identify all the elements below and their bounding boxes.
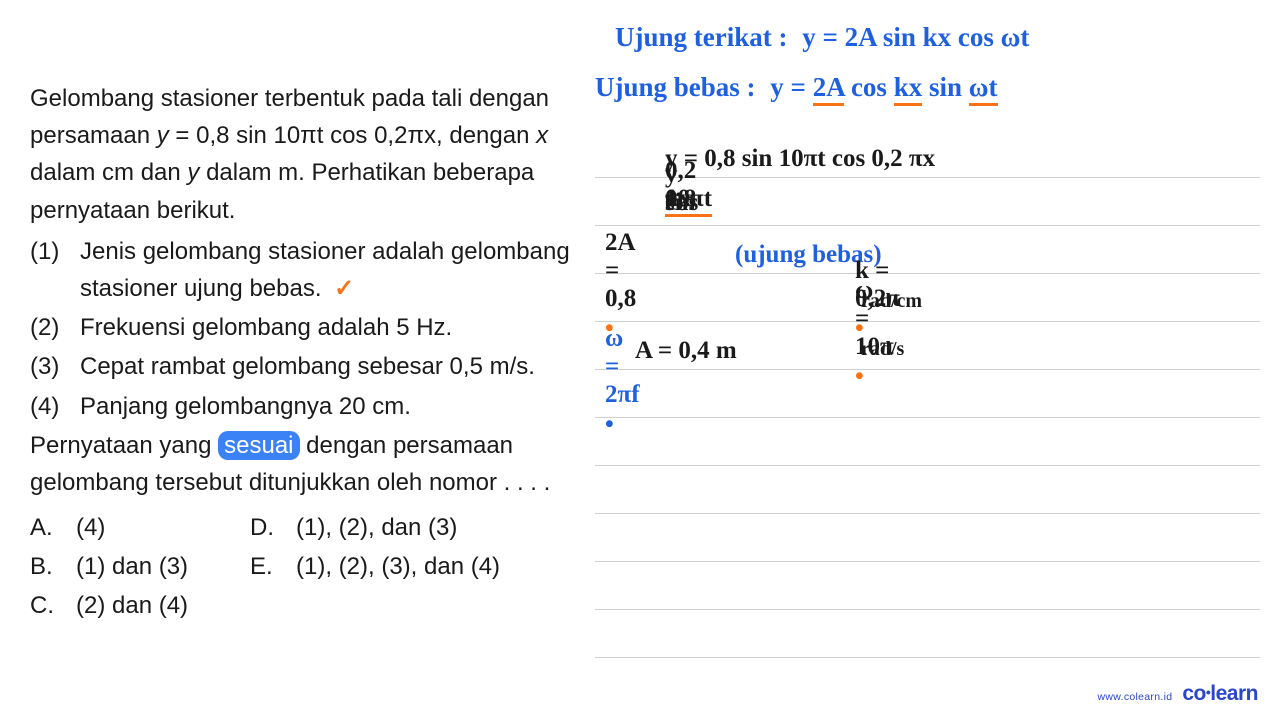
eq-given: y = 0,8 sin 10πt cos 0,2 πx [665, 145, 935, 173]
option-d: D.(1), (2), dan (3) [250, 509, 585, 546]
statement-num: (1) [30, 233, 80, 270]
work-line [595, 562, 1260, 610]
eq-rhs: = 0,8 sin 10πt cos 0,2πx [169, 122, 436, 149]
work-line: •ω = 2πf [595, 370, 1260, 418]
dot-icon: • [1206, 684, 1210, 700]
option-a: A.(4) [30, 509, 250, 546]
worked-solution: Ujung terikat : y = 2A sin kx cos ωt Uju… [595, 0, 1280, 720]
ruled-area: y = 0,8 sin 10πt cos 0,2 πx y = 0,8 cos … [595, 130, 1260, 658]
statement-list: (1) Jenis gelombang stasioner adalah gel… [30, 233, 585, 425]
work-line [595, 418, 1260, 466]
var-y: y [187, 159, 199, 186]
unit-omega: rad/s [861, 338, 904, 361]
work-line: A = 0,4 m •ω = 10πrad/s [595, 322, 1260, 370]
eq-lhs: y [157, 122, 169, 149]
statement-num: (4) [30, 388, 80, 425]
calc-a: A = 0,4 m [635, 337, 737, 365]
problem-panel: Gelombang stasioner terbentuk pada tali … [0, 0, 595, 720]
problem-line: dalam cm dan [30, 159, 187, 186]
brand-url: www.colearn.id [1098, 691, 1173, 703]
work-line: y = 0,8 cos 0,2 πx sin 10πt [595, 178, 1260, 226]
formula-omega: ω = 2πf [605, 325, 640, 409]
statement-text: Cepat rambat gelombang sebesar 0,5 m/s. [80, 348, 585, 385]
statement-row: (2) Frekuensi gelombang adalah 5 Hz. [30, 309, 585, 346]
statement-num: (2) [30, 309, 80, 346]
work-line: (ujung bebas) [595, 226, 1260, 274]
question-text: Pernyataan yang sesuai dengan persamaan … [30, 427, 585, 501]
work-line [595, 514, 1260, 562]
statement-row: (1) Jenis gelombang stasioner adalah gel… [30, 233, 585, 307]
problem-text: Gelombang stasioner terbentuk pada tali … [30, 80, 585, 229]
problem-line: , dengan [436, 122, 536, 149]
brand-name: co•learn [1182, 682, 1258, 706]
highlighted-word: sesuai [218, 431, 299, 460]
work-line [595, 610, 1260, 658]
statement-text: Panjang gelombangnya 20 cm. [80, 388, 585, 425]
statement-num: (3) [30, 348, 80, 385]
formula-free-end: Ujung bebas : y = 2A cos kx sin ωt [595, 72, 998, 103]
formula-fixed-end: Ujung terikat : y = 2A sin kx cos ωt [615, 22, 1029, 53]
option-e: E.(1), (2), (3), dan (4) [250, 548, 585, 585]
check-icon: ✓ [334, 275, 354, 302]
option-c: C.(2) dan (4) [30, 587, 250, 624]
statement-text: Frekuensi gelombang adalah 5 Hz. [80, 309, 585, 346]
statement-row: (4) Panjang gelombangnya 20 cm. [30, 388, 585, 425]
options-grid: A.(4) D.(1), (2), dan (3) B.(1) dan (3) … [30, 509, 585, 625]
statement-text: Jenis gelombang stasioner adalah gelomba… [80, 233, 585, 307]
option-b: B.(1) dan (3) [30, 548, 250, 585]
brand-logo: www.colearn.id co•learn [1098, 682, 1258, 706]
statement-row: (3) Cepat rambat gelombang sebesar 0,5 m… [30, 348, 585, 385]
work-line [595, 466, 1260, 514]
var-x: x [536, 122, 548, 149]
work-line: •2A = 0,8 •k = 0,2πrad/cm [595, 274, 1260, 322]
calc-2a: 2A = 0,8 [605, 229, 636, 313]
